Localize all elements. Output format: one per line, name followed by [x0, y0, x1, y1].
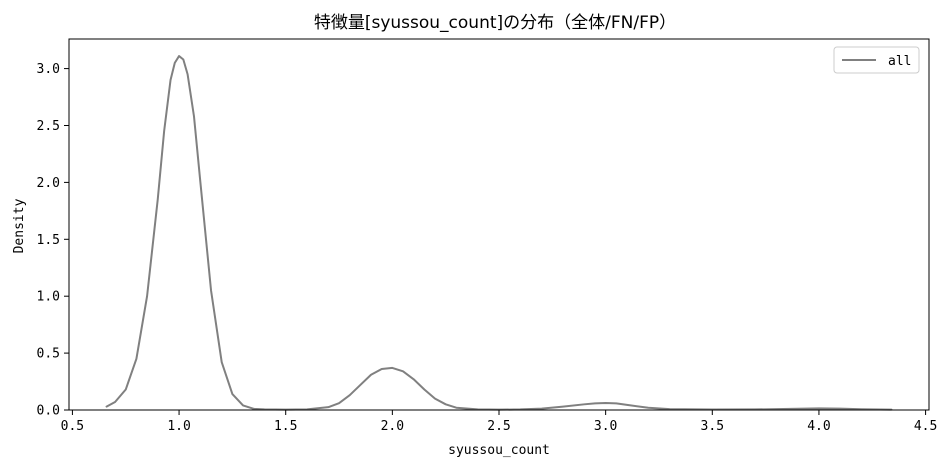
x-tick-label: 4.5	[914, 419, 937, 434]
x-axis-label: syussou_count	[448, 443, 550, 458]
legend-label-all: all	[888, 54, 911, 69]
x-tick-label: 2.5	[487, 419, 510, 434]
axes-frame	[68, 38, 930, 411]
x-tick-label: 4.0	[807, 419, 830, 434]
x-tick-label: 2.0	[381, 419, 404, 434]
y-tick-label: 3.0	[37, 62, 60, 77]
y-tick-label: 1.5	[37, 233, 60, 248]
legend: all	[833, 46, 920, 74]
y-tick-label: 1.0	[37, 290, 60, 305]
series-line-all	[105, 55, 893, 411]
x-tick-label: 3.0	[594, 419, 617, 434]
y-tick-label: 0.5	[37, 347, 60, 362]
y-axis: 0.0 0.5 1.0 1.5 2.0 2.5 3.0	[37, 62, 69, 419]
y-tick-label: 2.5	[37, 119, 60, 134]
x-tick-label: 1.0	[167, 419, 190, 434]
x-tick-label: 0.5	[61, 419, 84, 434]
legend-box	[833, 46, 920, 74]
plot-area	[105, 55, 893, 411]
y-tick-label: 2.0	[37, 176, 60, 191]
x-axis: 0.5 1.0 1.5 2.0 2.5 3.0 3.5 4.0 4.5	[61, 410, 937, 434]
x-tick-label: 3.5	[701, 419, 724, 434]
y-tick-label: 0.0	[37, 404, 60, 419]
chart-title: 特徴量[syussou_count]の分布（全体/FN/FP）	[314, 13, 676, 33]
x-tick-label: 1.5	[274, 419, 297, 434]
y-axis-label: Density	[12, 198, 27, 253]
